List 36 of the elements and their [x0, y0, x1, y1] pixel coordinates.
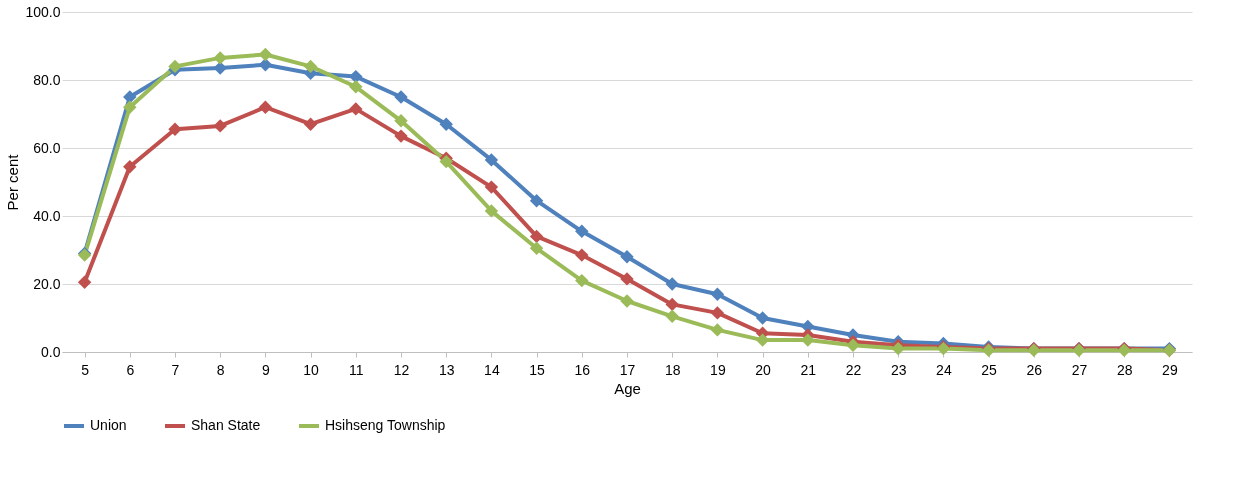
x-tick-label: 14	[484, 361, 500, 378]
y-tick-label: 100.0	[25, 3, 61, 20]
y-tick-label: 20.0	[33, 275, 61, 292]
x-tick-label: 17	[619, 361, 636, 378]
x-tick-label: 10	[303, 361, 320, 378]
x-tick-label: 20	[755, 361, 772, 378]
x-tick-label: 16	[574, 361, 591, 378]
x-tick-label: 21	[800, 361, 817, 378]
y-tick-label: 60.0	[33, 139, 61, 156]
legend-label: Hsihseng Township	[325, 417, 446, 433]
x-tick-label: 29	[1162, 361, 1178, 378]
x-tick-label: 18	[664, 361, 681, 378]
x-tick-label: 8	[216, 361, 225, 378]
x-tick-label: 15	[529, 361, 546, 378]
x-tick-label: 25	[981, 361, 998, 378]
x-tick-label: 5	[81, 361, 90, 378]
x-tick-label: 28	[1116, 361, 1133, 378]
x-tick-label: 9	[262, 361, 270, 378]
y-axis-title: Per cent	[4, 153, 22, 211]
legend-label: Shan State	[191, 417, 261, 433]
x-tick-label: 26	[1026, 361, 1043, 378]
x-axis-title: Age	[614, 379, 641, 397]
legend-label: Union	[90, 417, 127, 433]
y-tick-label: 0.0	[41, 343, 61, 360]
y-tick-label: 40.0	[33, 207, 61, 224]
x-tick-label: 27	[1071, 361, 1088, 378]
x-tick-label: 6	[126, 361, 135, 378]
x-tick-label: 19	[710, 361, 726, 378]
x-tick-label: 12	[393, 361, 410, 378]
y-tick-label: 80.0	[33, 71, 61, 88]
x-tick-label: 7	[171, 361, 180, 378]
x-tick-label: 11	[349, 361, 364, 378]
x-tick-label: 24	[936, 361, 952, 378]
x-tick-label: 22	[845, 361, 862, 378]
x-tick-label: 23	[890, 361, 907, 378]
x-tick-label: 13	[438, 361, 455, 378]
